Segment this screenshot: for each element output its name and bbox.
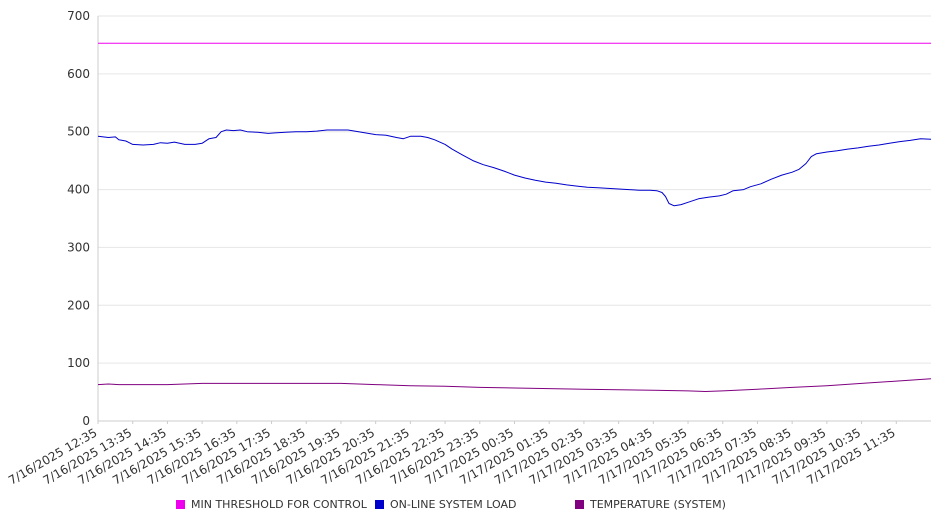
legend-item-temperature: TEMPERATURE (SYSTEM) xyxy=(575,498,726,511)
series-line-1 xyxy=(97,129,932,207)
legend-item-system-load: ON-LINE SYSTEM LOAD xyxy=(375,498,516,511)
axes xyxy=(97,16,931,424)
y-tick-label: 100 xyxy=(67,356,90,370)
series-line-2 xyxy=(97,378,932,392)
y-tick-labels: 0 100 200 300 400 500 600 700 xyxy=(67,9,90,428)
legend: MIN THRESHOLD FOR CONTROL ON-LINE SYSTEM… xyxy=(0,498,946,514)
legend-item-min-threshold: MIN THRESHOLD FOR CONTROL xyxy=(176,498,367,511)
legend-label-min-threshold: MIN THRESHOLD FOR CONTROL xyxy=(191,498,367,511)
legend-swatch-min-threshold xyxy=(176,500,185,509)
grid-lines xyxy=(98,15,931,364)
y-tick-label: 700 xyxy=(67,9,90,23)
legend-label-temperature: TEMPERATURE (SYSTEM) xyxy=(590,498,726,511)
y-tick-label: 600 xyxy=(67,67,90,81)
y-tick-label: 300 xyxy=(67,240,90,254)
x-tick-labels: 7/16/2025 12:357/16/2025 13:357/16/2025 … xyxy=(6,425,898,487)
y-tick-label: 400 xyxy=(67,183,90,197)
legend-swatch-system-load xyxy=(375,500,384,509)
y-tick-label: 200 xyxy=(67,298,90,312)
y-tick-label: 500 xyxy=(67,125,90,139)
y-tick-label: 0 xyxy=(82,414,90,428)
legend-swatch-temperature xyxy=(575,500,584,509)
legend-label-system-load: ON-LINE SYSTEM LOAD xyxy=(390,498,517,511)
series-lines xyxy=(97,42,932,392)
